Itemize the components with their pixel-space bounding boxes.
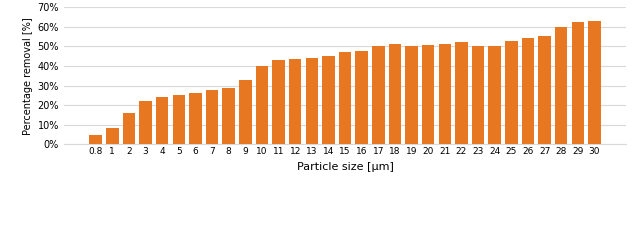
Bar [156,97,169,144]
Bar [571,22,584,144]
Bar [222,88,235,144]
Legend: AVG removal [%]: AVG removal [%] [287,230,403,233]
Bar [472,46,484,144]
Bar [555,27,567,144]
Bar [389,44,401,144]
Bar [455,42,468,144]
Bar [256,66,268,144]
Bar [139,101,152,144]
Bar [106,128,119,144]
Bar [289,59,302,144]
Bar [405,46,418,144]
Bar [339,52,351,144]
Bar [355,51,368,144]
Bar [305,58,318,144]
Y-axis label: Percentage removal [%]: Percentage removal [%] [24,17,33,135]
Bar [588,21,601,144]
Bar [488,46,501,144]
Bar [206,90,219,144]
Bar [239,80,252,144]
Bar [189,93,202,144]
Bar [89,135,102,144]
Bar [521,38,534,144]
Bar [123,113,135,144]
Bar [173,95,185,144]
Bar [322,56,335,144]
Bar [505,41,518,144]
Bar [372,46,385,144]
Bar [272,60,285,144]
Bar [538,36,551,144]
Bar [422,45,435,144]
Bar [438,44,451,144]
X-axis label: Particle size [μm]: Particle size [μm] [296,162,394,172]
